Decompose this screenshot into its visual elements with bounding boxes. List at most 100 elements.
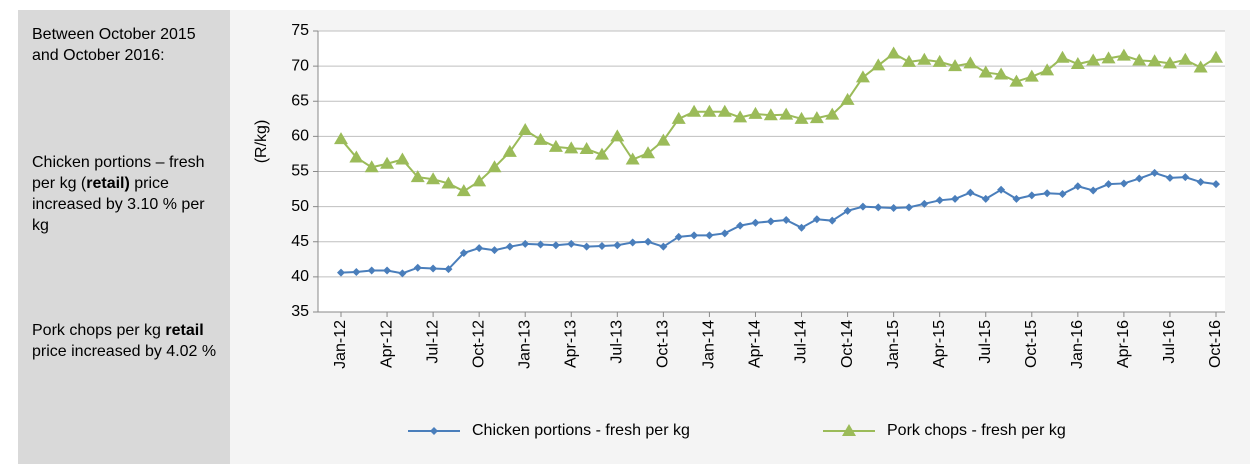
diamond-marker [904, 203, 913, 212]
triangle-marker [349, 150, 364, 163]
triangle-marker [1040, 63, 1055, 76]
triangle-marker [779, 107, 794, 120]
triangle-marker [671, 111, 686, 124]
diamond-marker [935, 196, 944, 205]
y-tick-label: 40 [291, 268, 309, 285]
x-tick-label: Jul-12 [424, 320, 441, 364]
diamond-marker [751, 218, 760, 227]
diamond-marker [430, 427, 438, 435]
triangle-marker [1132, 53, 1147, 66]
diamond-marker [812, 215, 821, 224]
triangle-marker [548, 139, 563, 152]
diamond-marker [1089, 186, 1098, 195]
diamond-marker [367, 266, 376, 275]
diamond-marker [843, 206, 852, 215]
triangle-marker [825, 107, 840, 120]
diamond-marker [1027, 191, 1036, 200]
triangle-marker [994, 67, 1009, 80]
triangle-marker [441, 176, 456, 189]
triangle-marker [1209, 50, 1223, 63]
triangle-marker [809, 111, 824, 124]
triangle-marker [978, 65, 993, 78]
triangle-marker [641, 146, 656, 159]
triangle-marker [1101, 51, 1116, 64]
diamond-marker [874, 203, 883, 212]
triangle-marker [1193, 60, 1208, 73]
triangle-marker [932, 54, 947, 67]
triangle-marker [410, 170, 425, 183]
diamond-marker [490, 246, 499, 255]
triangle-marker [564, 141, 579, 154]
note-text: Pork chops per kg [32, 322, 166, 339]
note-text: Chicken portions – fresh per kg ( [32, 154, 205, 192]
triangle-marker [334, 132, 348, 145]
diamond-marker [1165, 173, 1174, 182]
y-tick-label: 75 [291, 22, 309, 39]
diamond-marker [1073, 182, 1082, 191]
diamond-marker [828, 216, 837, 225]
x-tick-label: Apr-14 [747, 320, 764, 368]
diamond-marker [567, 239, 576, 248]
x-tick-label: Oct-14 [839, 320, 856, 368]
triangle-marker [426, 172, 441, 185]
triangle-marker [763, 108, 778, 121]
diamond-marker [398, 269, 407, 278]
note-bold: retail [165, 322, 204, 339]
triangle-marker [687, 104, 702, 117]
triangle-marker [487, 160, 502, 173]
diamond-marker [981, 194, 990, 203]
x-tick-label: Oct-12 [470, 320, 487, 368]
diamond-marker [1150, 168, 1159, 177]
legend-label: Pork chops - fresh per kg [887, 422, 1066, 439]
y-tick-label: 35 [291, 303, 309, 320]
triangle-marker [579, 142, 594, 155]
triangle-marker [1070, 57, 1085, 70]
triangle-marker [855, 70, 870, 83]
triangle-marker [948, 59, 963, 72]
x-tick-label: Jul-13 [609, 320, 626, 364]
diamond-marker [1043, 189, 1052, 198]
triangle-marker [395, 152, 410, 165]
y-tick-label: 55 [291, 163, 309, 180]
diamond-marker [966, 188, 975, 197]
x-tick-label: Apr-12 [378, 320, 395, 368]
note-text: price increased by 4.02 % [32, 343, 217, 360]
x-tick-label: Jul-14 [793, 320, 810, 364]
side-note: Chicken portions – fresh per kg (retail)… [32, 152, 217, 236]
triangle-marker [840, 92, 855, 105]
diamond-marker [659, 242, 668, 251]
diamond-marker [766, 217, 775, 226]
triangle-marker [963, 56, 978, 69]
diamond-marker [352, 267, 361, 276]
triangle-marker [472, 174, 487, 187]
diamond-marker [628, 238, 637, 247]
diamond-marker [536, 240, 545, 249]
side-note: Pork chops per kg retail price increased… [32, 320, 217, 362]
diamond-marker [690, 231, 699, 240]
triangle-marker [733, 110, 748, 123]
triangle-marker [610, 129, 625, 142]
series-line [340, 52, 1217, 193]
triangle-marker [794, 111, 809, 124]
triangle-marker [1116, 48, 1131, 61]
diamond-marker [889, 204, 898, 213]
diamond-marker [521, 239, 530, 248]
triangle-marker [1147, 54, 1162, 67]
diamond-marker [736, 221, 745, 230]
triangle-marker [364, 160, 379, 173]
triangle-marker [1009, 74, 1024, 87]
diamond-marker [705, 231, 714, 240]
series-line [340, 171, 1217, 275]
diamond-marker [644, 237, 653, 246]
diamond-marker [997, 185, 1006, 194]
y-tick-label: 50 [291, 198, 309, 215]
diamond-marker [413, 263, 422, 272]
triangle-marker [1055, 50, 1070, 63]
y-tick-label: 45 [291, 233, 309, 250]
y-tick-label: 60 [291, 128, 309, 145]
x-tick-label: Apr-16 [1115, 320, 1132, 368]
diamond-marker [337, 268, 345, 277]
diamond-marker [1104, 180, 1113, 189]
triangle-marker [1162, 56, 1177, 69]
